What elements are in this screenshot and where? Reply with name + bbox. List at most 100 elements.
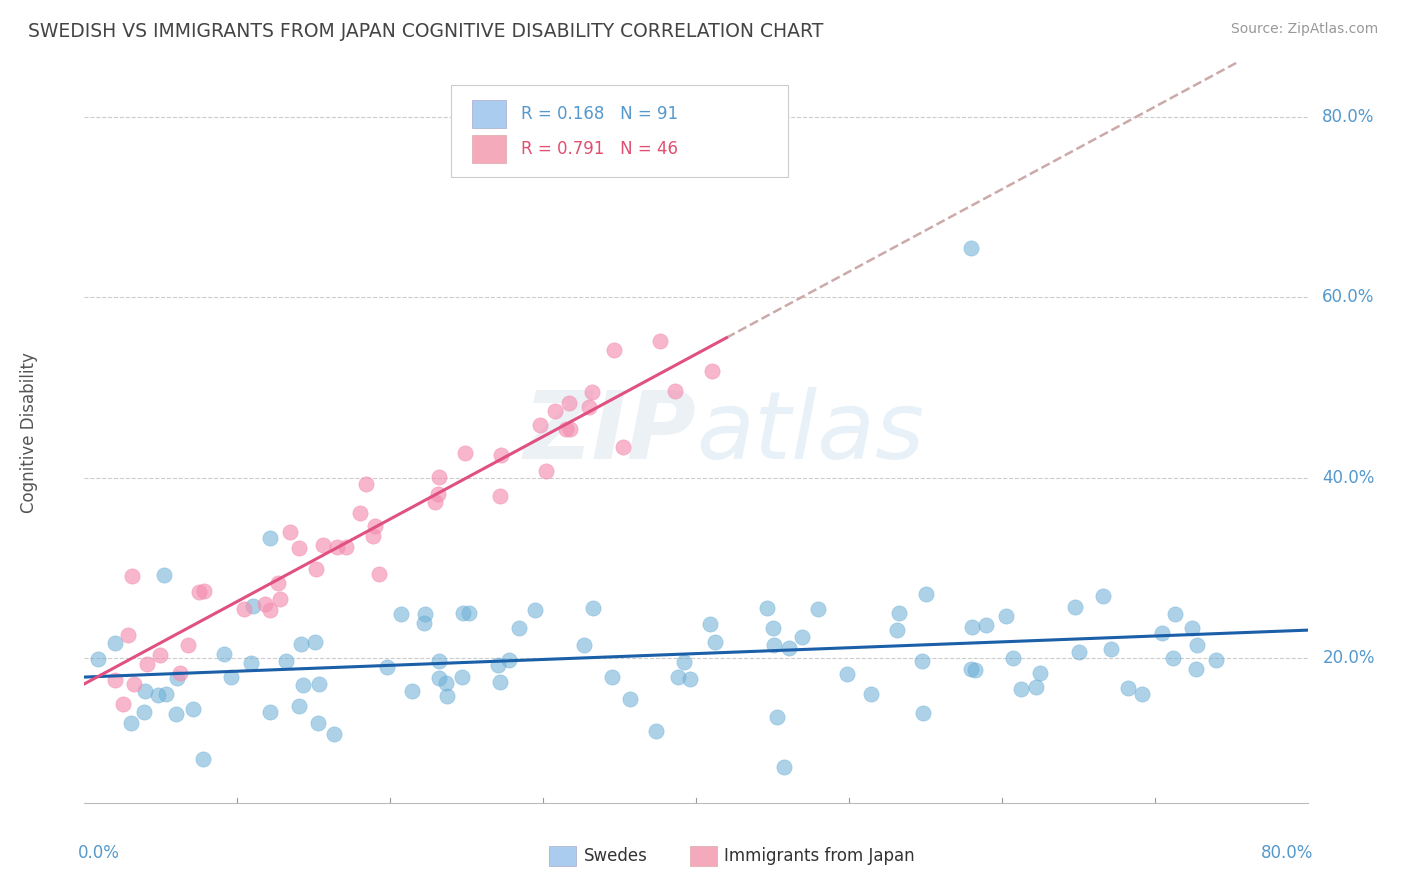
Point: [1029, 665, 1052, 680]
Point: [304, 635, 326, 649]
Text: 20.0%: 20.0%: [1322, 649, 1375, 667]
Point: [104, 673, 127, 688]
Point: [259, 531, 281, 545]
Point: [193, 752, 215, 766]
Point: [290, 637, 312, 651]
Point: [1181, 621, 1204, 635]
Point: [1010, 681, 1032, 696]
Point: [134, 684, 156, 698]
Point: [673, 655, 696, 669]
Point: [508, 621, 530, 635]
Point: [288, 699, 311, 714]
Point: [1091, 589, 1114, 603]
Point: [242, 599, 264, 614]
Point: [177, 638, 200, 652]
Point: [427, 487, 450, 501]
Point: [959, 662, 981, 676]
Point: [120, 716, 142, 731]
Point: [104, 636, 127, 650]
Point: [259, 603, 281, 617]
Point: [860, 688, 883, 702]
Point: [427, 654, 450, 668]
Point: [239, 656, 262, 670]
Point: [458, 607, 481, 621]
Point: [307, 716, 329, 731]
Point: [560, 422, 582, 436]
Point: [648, 334, 671, 349]
Point: [425, 494, 447, 508]
Point: [703, 634, 725, 648]
Text: atlas: atlas: [696, 387, 924, 478]
Text: 80.0%: 80.0%: [1322, 108, 1375, 126]
Point: [155, 687, 177, 701]
Point: [363, 529, 385, 543]
Point: [112, 697, 135, 711]
Point: [582, 600, 605, 615]
Bar: [472, 100, 506, 128]
Point: [1185, 638, 1208, 652]
Point: [291, 677, 314, 691]
Text: Cognitive Disability: Cognitive Disability: [20, 352, 38, 513]
Point: [600, 670, 623, 684]
Point: [305, 562, 328, 576]
Point: [976, 618, 998, 632]
Point: [389, 607, 412, 622]
Point: [1164, 607, 1187, 622]
Point: [87, 651, 110, 665]
Point: [619, 692, 641, 706]
Point: [835, 667, 858, 681]
Point: [326, 540, 349, 554]
Point: [219, 670, 242, 684]
Point: [790, 630, 813, 644]
Bar: [550, 846, 576, 866]
Point: [364, 519, 387, 533]
Point: [121, 568, 143, 582]
Point: [1001, 651, 1024, 665]
Point: [165, 706, 187, 721]
Point: [755, 600, 778, 615]
Point: [886, 623, 908, 637]
Point: [276, 653, 298, 667]
Point: [807, 602, 830, 616]
Point: [254, 597, 277, 611]
Point: [233, 602, 256, 616]
Point: [529, 418, 551, 433]
Text: Swedes: Swedes: [583, 847, 647, 865]
Point: [354, 476, 377, 491]
Point: [555, 421, 578, 435]
Point: [454, 445, 477, 459]
Point: [489, 448, 512, 462]
Point: [612, 440, 634, 454]
Point: [765, 710, 787, 724]
Point: [1116, 681, 1139, 696]
Point: [181, 702, 204, 716]
Point: [498, 653, 520, 667]
Point: [1205, 653, 1227, 667]
Point: [368, 566, 391, 581]
Point: [960, 240, 983, 255]
Point: [486, 657, 509, 672]
Point: [581, 385, 603, 400]
Point: [312, 538, 335, 552]
Point: [401, 683, 423, 698]
Text: R = 0.791   N = 46: R = 0.791 N = 46: [522, 140, 678, 158]
Point: [132, 705, 155, 719]
Point: [963, 663, 986, 677]
Point: [266, 575, 288, 590]
Point: [269, 591, 291, 606]
Point: [212, 647, 235, 661]
Point: [603, 343, 626, 358]
Point: [427, 672, 450, 686]
Point: [1152, 626, 1174, 640]
Point: [434, 675, 457, 690]
Point: [117, 628, 139, 642]
Point: [1067, 645, 1090, 659]
Point: [488, 489, 510, 503]
Point: [1185, 662, 1208, 676]
Point: [664, 384, 686, 398]
Point: [1025, 680, 1047, 694]
Point: [349, 507, 371, 521]
Text: SWEDISH VS IMMIGRANTS FROM JAPAN COGNITIVE DISABILITY CORRELATION CHART: SWEDISH VS IMMIGRANTS FROM JAPAN COGNITI…: [28, 22, 824, 41]
Point: [169, 666, 191, 681]
Point: [914, 587, 936, 601]
